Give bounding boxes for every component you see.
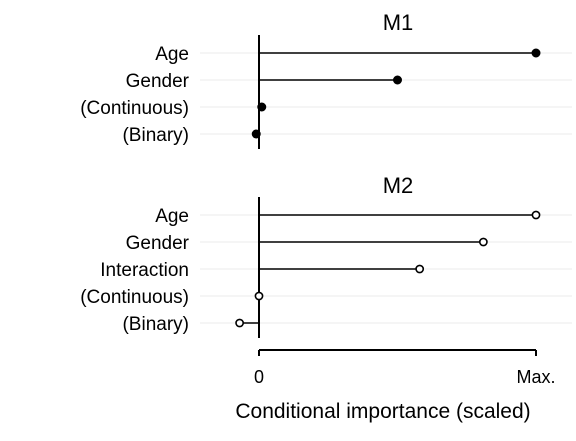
- lollipop-point: [531, 48, 541, 58]
- lollipop-point: [478, 237, 488, 247]
- panel-title: M1: [383, 10, 414, 35]
- panel-m1: M1 Age Gender (Continuous) (Binary): [80, 10, 541, 149]
- lollipop-point: [531, 210, 541, 220]
- x-tick-label-zero: 0: [254, 367, 264, 387]
- lollipop-point: [251, 129, 261, 139]
- category-label: (Binary): [122, 125, 189, 146]
- category-label: Gender: [126, 71, 190, 92]
- category-label: Gender: [126, 233, 190, 254]
- category-label: (Continuous): [80, 98, 189, 119]
- lollipop-point: [257, 102, 267, 112]
- panels-layer: M1 Age Gender (Continuous) (Binary) M2 Age Gend…: [80, 10, 541, 338]
- x-axis-title: Conditional importance (scaled): [235, 400, 530, 423]
- x-tick-label-max: Max.: [516, 367, 555, 387]
- lollipop-point: [415, 264, 425, 274]
- category-label: Age: [155, 44, 189, 65]
- lollipop-point: [235, 318, 245, 328]
- category-label: (Continuous): [80, 287, 189, 308]
- panel-m2: M2 Age Gender Interaction (Continuous) (Binar…: [80, 173, 541, 338]
- panel-title: M2: [383, 173, 414, 198]
- category-label: (Binary): [122, 314, 189, 335]
- lollipop-point: [254, 291, 264, 301]
- category-label: Age: [155, 206, 189, 227]
- category-label: Interaction: [100, 260, 189, 281]
- x-axis: 0 Max. Conditional importance (scaled): [235, 349, 556, 423]
- lollipop-point: [393, 75, 402, 85]
